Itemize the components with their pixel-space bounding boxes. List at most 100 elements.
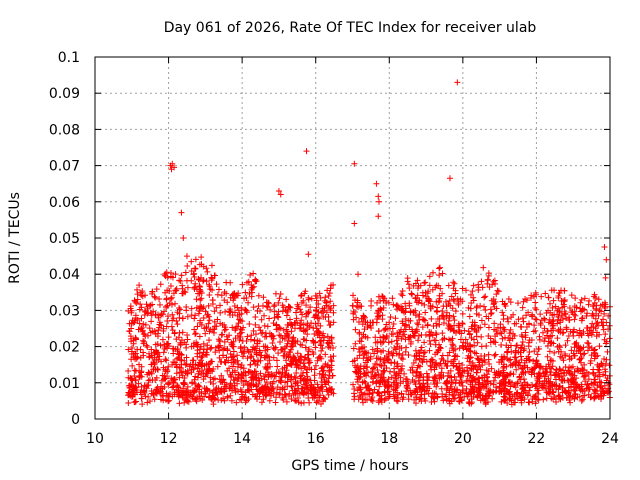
data-point <box>428 393 435 400</box>
data-point <box>246 290 253 297</box>
data-point <box>170 290 177 297</box>
data-point <box>247 336 254 343</box>
data-point <box>427 302 434 309</box>
data-point <box>328 357 335 364</box>
data-point <box>411 332 418 339</box>
data-point <box>436 272 443 279</box>
data-point <box>453 377 460 384</box>
data-point <box>128 348 135 355</box>
data-point <box>519 338 526 345</box>
outlier-point <box>180 235 187 241</box>
data-point <box>435 341 442 348</box>
data-point <box>556 383 563 390</box>
data-point <box>521 345 528 352</box>
data-point <box>593 320 600 327</box>
data-point <box>558 377 565 384</box>
data-point <box>196 393 203 400</box>
data-point <box>514 379 521 386</box>
data-point <box>563 394 570 401</box>
data-point <box>401 370 408 377</box>
data-point <box>136 282 143 289</box>
data-point <box>206 388 213 395</box>
data-point <box>266 390 273 397</box>
data-point <box>594 382 601 389</box>
data-point <box>199 397 206 404</box>
data-point <box>218 358 225 365</box>
data-point <box>145 309 152 316</box>
data-point <box>135 326 142 333</box>
data-point <box>283 296 290 303</box>
data-point <box>389 295 396 302</box>
data-point <box>423 370 430 377</box>
data-point <box>214 363 221 370</box>
data-point <box>567 392 574 399</box>
data-point <box>310 324 317 331</box>
data-point <box>501 388 508 395</box>
data-point <box>419 386 426 393</box>
data-point <box>292 380 299 387</box>
data-point <box>325 391 332 398</box>
data-point <box>393 343 400 350</box>
data-point <box>250 283 257 290</box>
data-point <box>470 363 477 370</box>
data-point <box>139 328 146 335</box>
data-point <box>248 353 255 360</box>
data-point <box>188 277 195 284</box>
data-point <box>191 286 198 293</box>
data-point <box>236 396 243 403</box>
data-point <box>463 287 470 294</box>
data-point <box>284 340 291 347</box>
data-point <box>520 385 527 392</box>
data-point <box>394 389 401 396</box>
data-point <box>184 263 191 270</box>
data-point <box>125 389 132 396</box>
data-point <box>196 283 203 290</box>
data-point <box>440 320 447 327</box>
data-point <box>428 315 435 322</box>
data-point <box>381 359 388 366</box>
data-point <box>358 335 365 342</box>
data-point <box>192 331 199 338</box>
data-point <box>533 357 540 364</box>
data-point <box>406 300 413 307</box>
data-point <box>325 293 332 300</box>
data-point <box>203 385 210 392</box>
data-point <box>188 258 195 265</box>
data-point <box>324 287 331 294</box>
data-point <box>276 332 283 339</box>
data-point <box>602 388 609 395</box>
data-point <box>492 351 499 358</box>
data-point <box>363 372 370 379</box>
data-point <box>571 308 578 315</box>
data-point <box>407 391 414 398</box>
data-point <box>584 382 591 389</box>
data-point <box>415 321 422 328</box>
data-point <box>576 356 583 363</box>
data-point <box>533 316 540 323</box>
data-point <box>583 313 590 320</box>
data-point <box>405 380 412 387</box>
data-point <box>413 369 420 376</box>
data-point <box>536 333 543 340</box>
data-point <box>157 281 164 288</box>
data-point <box>374 299 381 306</box>
data-point <box>502 334 509 341</box>
data-point <box>485 351 492 358</box>
data-point <box>185 398 192 405</box>
data-point <box>316 334 323 341</box>
data-point <box>190 343 197 350</box>
data-point <box>446 312 453 319</box>
data-point <box>144 399 151 406</box>
data-point <box>196 333 203 340</box>
data-point <box>428 329 435 336</box>
data-point <box>240 365 247 372</box>
outlier-point <box>375 193 382 200</box>
data-point <box>603 338 610 345</box>
data-point <box>579 370 586 377</box>
data-point <box>294 350 301 357</box>
data-point <box>149 328 156 335</box>
data-point <box>505 357 512 364</box>
data-point <box>577 299 584 306</box>
data-point <box>497 387 504 394</box>
